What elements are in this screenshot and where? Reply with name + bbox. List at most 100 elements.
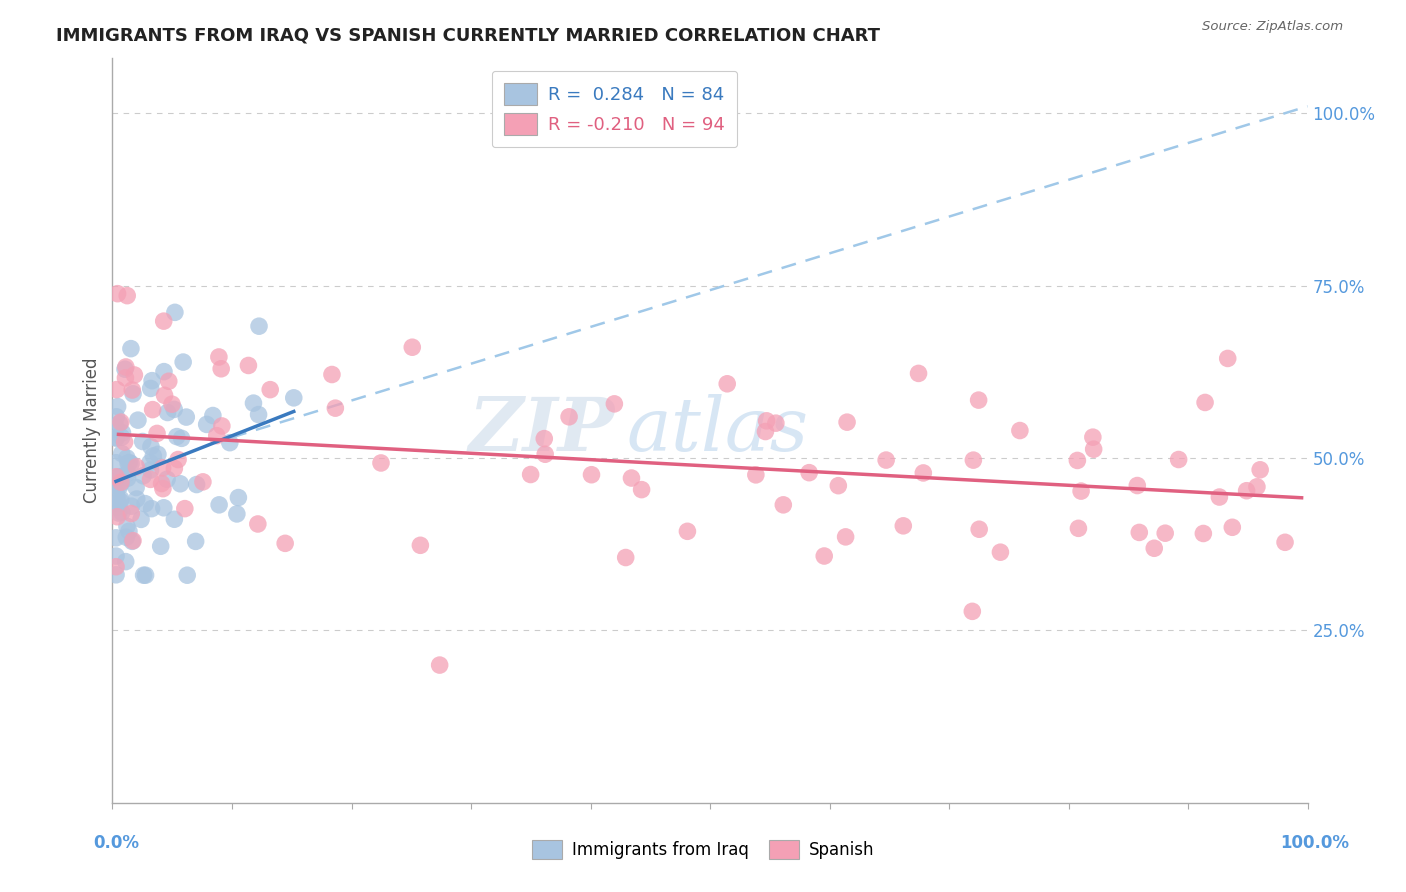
- Point: [105, 409, 128, 424]
- Point: [166, 429, 188, 443]
- Point: [117, 471, 139, 485]
- Point: [1083, 442, 1105, 457]
- Point: [156, 472, 179, 486]
- Text: Source: ZipAtlas.com: Source: ZipAtlas.com: [1202, 20, 1343, 33]
- Point: [990, 545, 1012, 559]
- Point: [603, 397, 626, 411]
- Point: [105, 420, 128, 434]
- Point: [105, 431, 128, 445]
- Point: [110, 469, 132, 483]
- Point: [218, 435, 240, 450]
- Point: [401, 340, 423, 354]
- Point: [173, 501, 195, 516]
- Point: [150, 476, 173, 491]
- Point: [105, 491, 128, 505]
- Point: [208, 350, 231, 364]
- Point: [620, 471, 643, 485]
- Point: [120, 507, 142, 521]
- Point: [122, 533, 145, 548]
- Point: [195, 417, 218, 432]
- Point: [835, 415, 858, 429]
- Point: [120, 457, 142, 471]
- Point: [409, 538, 432, 552]
- Point: [153, 365, 176, 379]
- Point: [111, 505, 134, 519]
- Point: [115, 359, 138, 374]
- Point: [1128, 525, 1150, 540]
- Point: [1220, 520, 1243, 534]
- Point: [110, 475, 132, 490]
- Point: [141, 374, 163, 388]
- Point: [146, 447, 169, 461]
- Point: [1246, 480, 1268, 494]
- Point: [105, 559, 128, 574]
- Point: [105, 456, 128, 470]
- Point: [247, 319, 270, 334]
- Point: [1126, 478, 1149, 492]
- Point: [772, 498, 794, 512]
- Point: [242, 396, 264, 410]
- Point: [184, 534, 207, 549]
- Point: [125, 491, 148, 506]
- Point: [163, 402, 186, 417]
- Point: [111, 425, 134, 440]
- Point: [1194, 395, 1216, 409]
- Point: [110, 430, 132, 444]
- Point: [139, 440, 162, 454]
- Point: [121, 534, 143, 549]
- Point: [429, 658, 451, 673]
- Point: [105, 383, 128, 397]
- Text: IMMIGRANTS FROM IRAQ VS SPANISH CURRENTLY MARRIED CORRELATION CHART: IMMIGRANTS FROM IRAQ VS SPANISH CURRENTL…: [56, 27, 880, 45]
- Legend: Immigrants from Iraq, Spanish: Immigrants from Iraq, Spanish: [523, 831, 883, 868]
- Point: [115, 519, 138, 533]
- Point: [799, 466, 821, 480]
- Point: [142, 402, 165, 417]
- Point: [1236, 483, 1258, 498]
- Point: [834, 530, 856, 544]
- Point: [114, 362, 136, 376]
- Point: [813, 549, 835, 563]
- Text: atlas: atlas: [627, 394, 808, 467]
- Point: [827, 478, 849, 492]
- Point: [139, 463, 162, 477]
- Point: [163, 305, 186, 319]
- Point: [325, 401, 347, 416]
- Point: [152, 314, 174, 328]
- Point: [1143, 541, 1166, 556]
- Point: [201, 409, 224, 423]
- Point: [754, 425, 776, 439]
- Point: [108, 417, 131, 431]
- Point: [1208, 490, 1230, 504]
- Point: [967, 393, 990, 408]
- Point: [146, 426, 169, 441]
- Point: [163, 512, 186, 526]
- Point: [139, 381, 162, 395]
- Point: [370, 456, 392, 470]
- Point: [121, 499, 143, 513]
- Point: [122, 387, 145, 401]
- Point: [105, 469, 128, 483]
- Point: [107, 286, 129, 301]
- Legend: R =  0.284   N = 84, R = -0.210   N = 94: R = 0.284 N = 84, R = -0.210 N = 94: [492, 70, 737, 147]
- Point: [105, 567, 128, 582]
- Point: [875, 453, 897, 467]
- Point: [614, 550, 637, 565]
- Point: [167, 452, 190, 467]
- Point: [1081, 430, 1104, 444]
- Point: [209, 361, 232, 376]
- Point: [108, 479, 131, 493]
- Point: [246, 516, 269, 531]
- Point: [110, 476, 132, 491]
- Point: [115, 530, 138, 544]
- Point: [105, 479, 128, 493]
- Point: [153, 500, 176, 515]
- Point: [1274, 535, 1296, 549]
- Point: [121, 383, 143, 397]
- Point: [745, 467, 768, 482]
- Point: [105, 531, 128, 545]
- Point: [891, 519, 914, 533]
- Point: [131, 434, 153, 449]
- Point: [274, 536, 297, 550]
- Point: [115, 450, 138, 465]
- Point: [1070, 484, 1092, 499]
